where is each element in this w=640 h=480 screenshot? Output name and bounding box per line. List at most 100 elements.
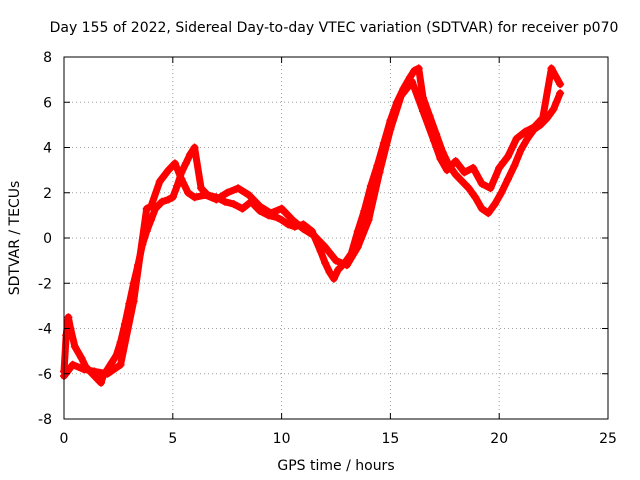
data-point [414, 64, 423, 73]
y-axis-title: SDTVAR / TECUs [7, 181, 23, 296]
data-point [471, 193, 480, 202]
y-tick-label: -8 [38, 412, 52, 428]
data-point [495, 163, 504, 172]
y-tick-label: 2 [43, 186, 52, 202]
data-point [321, 243, 330, 252]
data-point [547, 64, 556, 73]
data-point [486, 184, 495, 193]
x-tick-label: 5 [168, 431, 177, 447]
x-tick-label: 10 [273, 431, 291, 447]
data-point [223, 188, 232, 197]
data-point [68, 360, 77, 369]
data-point [503, 152, 512, 161]
y-tick-label: -6 [38, 367, 52, 383]
data-point [469, 163, 478, 172]
data-point [464, 184, 473, 193]
data-point [451, 170, 460, 179]
data-point [419, 107, 428, 116]
y-tick-label: -4 [38, 322, 52, 338]
data-point [530, 123, 539, 132]
chart-title: Day 155 of 2022, Sidereal Day-to-day VTE… [50, 20, 619, 36]
series-0 [60, 64, 565, 387]
data-point [397, 91, 406, 100]
data-point [490, 200, 499, 209]
data-point [386, 125, 395, 134]
data-point [96, 378, 105, 387]
data-point [484, 209, 493, 218]
data-point [255, 202, 264, 211]
data-point [364, 215, 373, 224]
y-tick-label: 4 [43, 141, 52, 157]
data-point [229, 200, 238, 209]
data-point [538, 114, 547, 123]
data-point [164, 195, 173, 204]
x-axis-title: GPS time / hours [277, 458, 394, 474]
data-point [201, 191, 210, 200]
data-point [197, 184, 206, 193]
y-tick-label: -2 [38, 276, 52, 292]
x-tick-label: 25 [599, 431, 617, 447]
data-point [325, 267, 334, 276]
data-point [164, 166, 173, 175]
data-point [477, 204, 486, 213]
data-point [329, 274, 338, 283]
x-axis: 0 5 10 15 20 25 [60, 57, 617, 447]
data-point [190, 193, 199, 202]
data-point [181, 159, 190, 168]
data-point [497, 188, 506, 197]
data-point [429, 136, 438, 145]
data-point [177, 175, 186, 184]
data-point [79, 365, 88, 374]
x-tick-label: 20 [490, 431, 508, 447]
series-1 [60, 64, 565, 381]
data-point [510, 161, 519, 170]
data-point [155, 177, 164, 186]
data-point [147, 202, 156, 211]
data-point [266, 209, 275, 218]
data-point [221, 197, 230, 206]
data-point [512, 134, 521, 143]
y-tick-label: 8 [43, 50, 52, 66]
data-point [342, 261, 351, 270]
data-point [190, 143, 199, 152]
data-point [408, 77, 417, 86]
data-point [549, 105, 558, 114]
y-axis: -8 -6 -4 -2 0 2 4 6 8 [38, 50, 608, 428]
data-point [316, 247, 325, 256]
data-point [556, 80, 565, 89]
data-point [184, 188, 193, 197]
y-tick-label: 0 [43, 231, 52, 247]
data-point [458, 177, 467, 186]
data-point [334, 265, 343, 274]
series-trace [60, 64, 564, 380]
data-point [238, 204, 247, 213]
data-point [477, 179, 486, 188]
data-point [375, 168, 384, 177]
x-tick-label: 15 [381, 431, 399, 447]
data-point [273, 213, 282, 222]
grid [64, 57, 608, 419]
data-point [523, 134, 532, 143]
data-point [556, 89, 565, 98]
data-point [142, 204, 151, 213]
data-point [353, 243, 362, 252]
data-point [168, 193, 177, 202]
data-point [299, 224, 308, 233]
data-point [103, 369, 112, 378]
data-point [460, 168, 469, 177]
data-series [60, 64, 565, 387]
data-point [521, 127, 530, 136]
data-point [70, 342, 79, 351]
data-point [288, 215, 297, 224]
data-point [92, 374, 101, 383]
x-tick-label: 0 [60, 431, 69, 447]
data-point [516, 145, 525, 154]
data-point [277, 204, 286, 213]
data-point [503, 175, 512, 184]
data-point [107, 358, 116, 367]
data-point [436, 154, 445, 163]
data-point [157, 197, 166, 206]
series-trace [60, 64, 564, 387]
y-tick-label: 6 [43, 95, 52, 111]
